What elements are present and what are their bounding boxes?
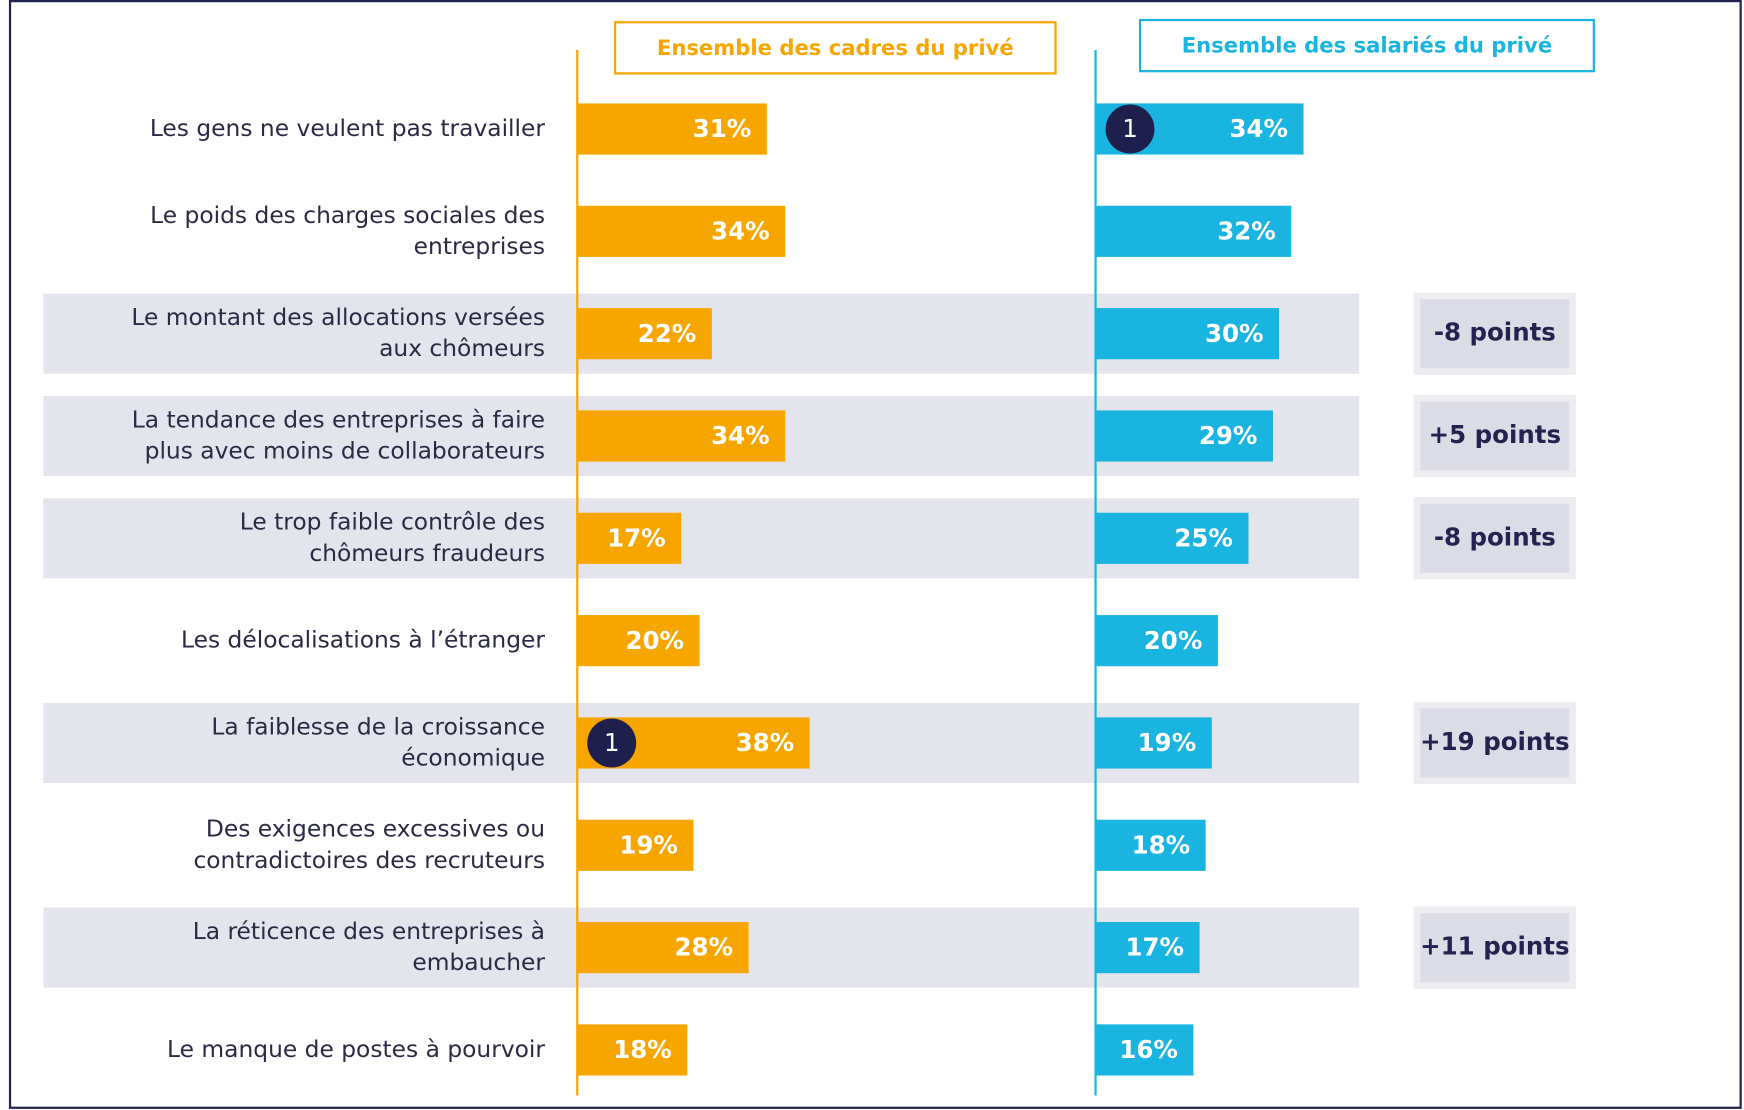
bar (1095, 922, 1200, 974)
value-label: 32% (1217, 216, 1276, 245)
rank-badge (1105, 104, 1155, 154)
difference-label: +19 points (1420, 727, 1569, 756)
value-label: 34% (711, 421, 770, 450)
difference-label: -8 points (1434, 522, 1556, 551)
bar (577, 308, 712, 360)
bar (1095, 512, 1249, 564)
diff-box (1420, 503, 1570, 573)
category-label: Le manque de postes à pourvoir (167, 1034, 545, 1062)
category-label: La faiblesse de la croissance économique (211, 712, 545, 771)
value-label: 20% (626, 626, 685, 655)
category-label: Le montant des allocations versées aux ch… (131, 303, 545, 362)
value-label: 38% (736, 728, 795, 757)
bar (1095, 717, 1212, 769)
value-label: 29% (1199, 421, 1258, 450)
rank-badge-label: 1 (1122, 114, 1138, 143)
bar (577, 819, 694, 871)
bar (577, 410, 786, 462)
value-label: 17% (1125, 933, 1184, 962)
category-label: La tendance des entreprises à faire plus … (132, 405, 545, 464)
rank-badge (587, 718, 637, 768)
frame (8, 0, 1742, 1109)
category-label: Le trop faible contrôle des chômeurs frau… (240, 507, 545, 566)
bar (1095, 410, 1273, 462)
series-header-box (1138, 18, 1595, 73)
bar (1095, 615, 1218, 667)
bar (577, 103, 767, 155)
difference-label: -8 points (1434, 318, 1556, 347)
value-label: 34% (1229, 114, 1288, 143)
category-label: Les délocalisations à l’étranger (181, 625, 545, 653)
category-label: Les gens ne veulent pas travailler (150, 114, 546, 142)
series-header: Ensemble des salariés du privé (1182, 33, 1552, 58)
value-label: 30% (1205, 319, 1264, 348)
diff-box (1420, 299, 1570, 369)
difference-label: +11 points (1420, 932, 1569, 961)
bar (1095, 1024, 1194, 1076)
value-label: 25% (1174, 523, 1233, 552)
value-label: 18% (1132, 830, 1191, 859)
diff-box (1420, 913, 1570, 983)
series-header: Ensemble des cadres du privé (657, 35, 1014, 60)
category-label: La réticence des entreprises à embaucher (193, 917, 546, 976)
bar (577, 1024, 688, 1076)
bar (577, 615, 700, 667)
value-label: 16% (1119, 1035, 1178, 1064)
category-label: Le poids des charges sociales des entrepr… (150, 200, 545, 259)
bar (1095, 819, 1206, 871)
diff-box (1420, 708, 1570, 778)
value-label: 34% (711, 216, 770, 245)
value-label: 22% (638, 319, 697, 348)
value-label: 18% (613, 1035, 672, 1064)
value-label: 28% (674, 933, 733, 962)
value-label: 19% (1138, 728, 1197, 757)
bar (577, 205, 786, 257)
value-label: 20% (1144, 626, 1203, 655)
bar (577, 512, 682, 564)
diff-box (1420, 401, 1570, 471)
rank-badge-label: 1 (604, 728, 620, 757)
category-label: Des exigences excessives ou contradictoir… (193, 814, 545, 873)
bar (1095, 308, 1280, 360)
value-label: 19% (619, 830, 678, 859)
bar (1095, 205, 1292, 257)
value-label: 17% (607, 523, 666, 552)
series-header-box (613, 21, 1057, 75)
difference-label: +5 points (1429, 420, 1561, 449)
bar (577, 922, 749, 974)
value-label: 31% (693, 114, 752, 143)
